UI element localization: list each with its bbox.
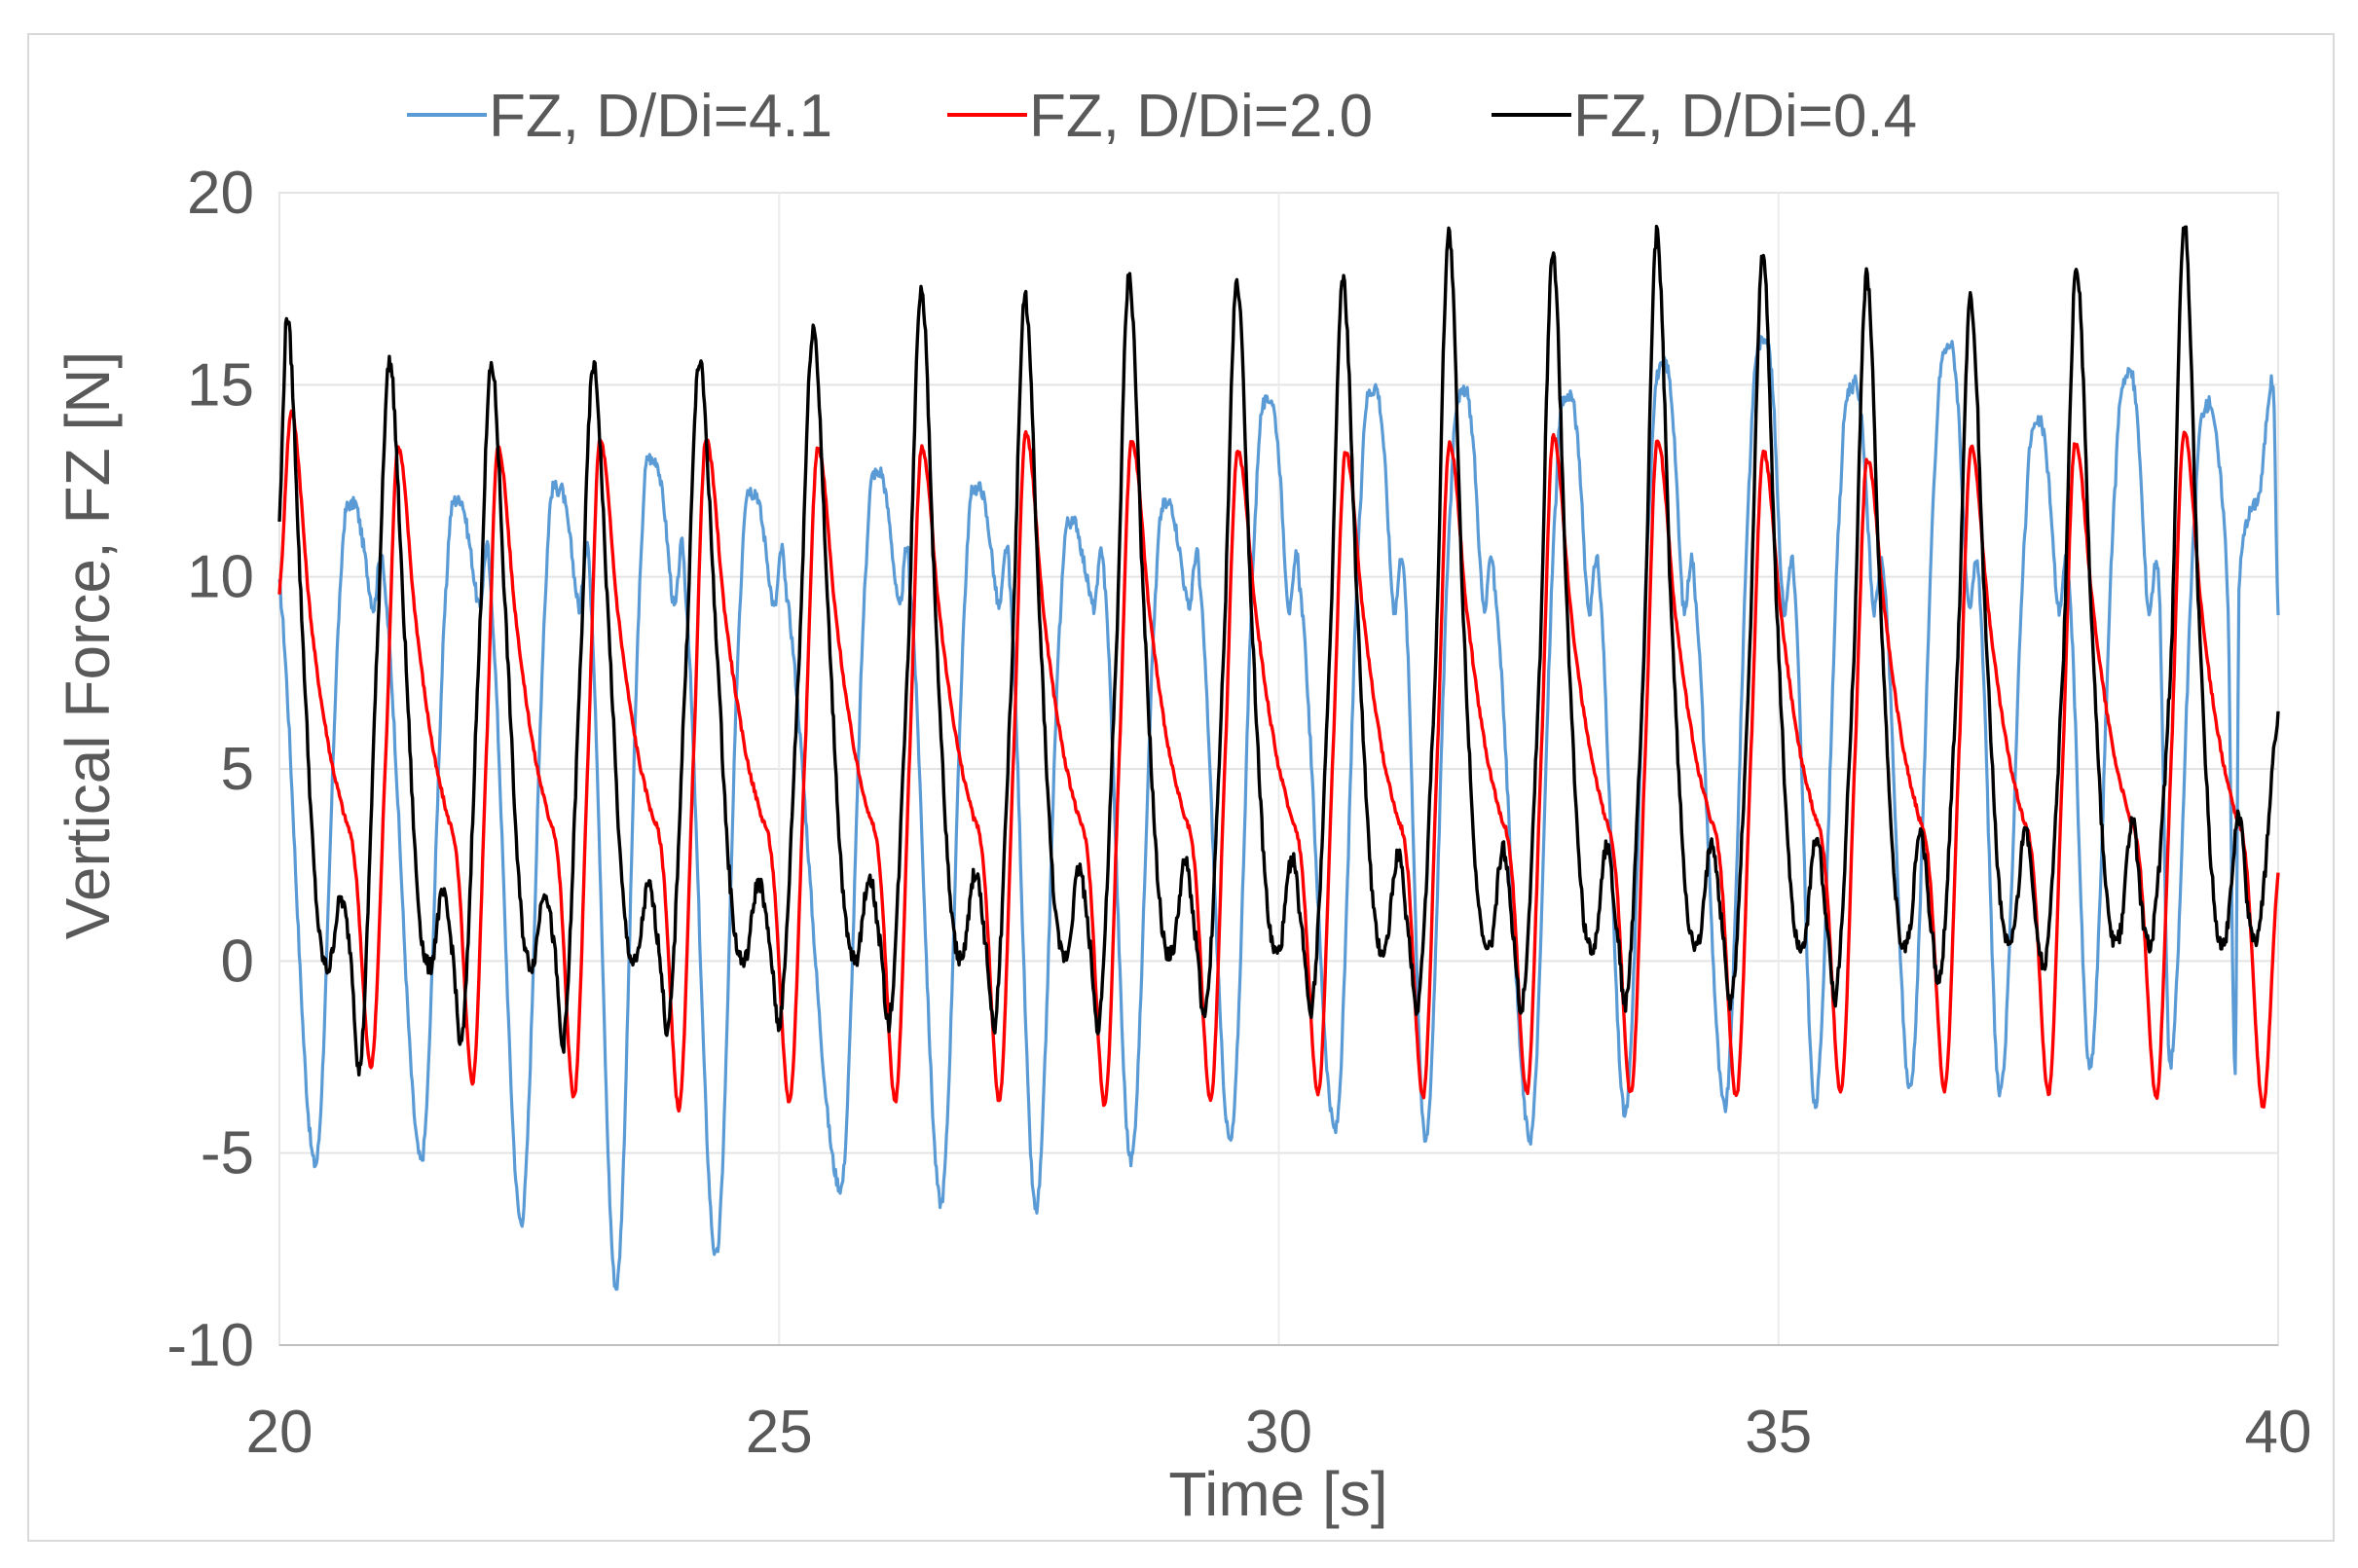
x-tick-label: 35 [1745, 1399, 1812, 1466]
legend-label: FZ, D/Di=2.0 [1029, 83, 1373, 150]
y-tick-label: 10 [187, 544, 254, 611]
series-line-2 [277, 409, 2280, 1113]
y-tick-label: -5 [201, 1120, 254, 1187]
y-axis-title: Vertical Force, FZ [N] [53, 351, 123, 940]
y-tick-label: 5 [221, 736, 254, 803]
y-tick-label: -10 [166, 1312, 254, 1379]
legend-item-2: FZ, D/Di=2.0 [947, 83, 1373, 150]
chart-frame: -10 -5 0 5 10 15 20 20 25 30 35 40 FZ, D/Di=4.1 FZ, … [27, 33, 2335, 1542]
legend-label: FZ, D/Di=4.1 [489, 83, 832, 150]
y-tick-label: 20 [187, 160, 254, 227]
legend: FZ, D/Di=4.1 FZ, D/Di=2.0 FZ, D/Di=0.4 [407, 83, 1917, 150]
x-tick-label: 30 [1245, 1399, 1312, 1466]
series-lines [277, 224, 2280, 1292]
x-tick-label: 40 [2245, 1399, 2312, 1466]
legend-label: FZ, D/Di=0.4 [1573, 83, 1917, 150]
axes: -10 -5 0 5 10 15 20 20 25 30 35 40 [166, 160, 2311, 1466]
y-tick-label: 15 [187, 351, 254, 419]
x-tick-label: 20 [246, 1399, 313, 1466]
legend-item-1: FZ, D/Di=4.1 [407, 83, 832, 150]
legend-item-3: FZ, D/Di=0.4 [1492, 83, 1917, 150]
y-tick-label: 0 [221, 928, 254, 995]
series-line-3 [277, 224, 2280, 1076]
x-axis-title: Time [s] [1168, 1459, 1387, 1529]
x-tick-label: 25 [746, 1399, 813, 1466]
series-line-1 [277, 335, 2280, 1292]
